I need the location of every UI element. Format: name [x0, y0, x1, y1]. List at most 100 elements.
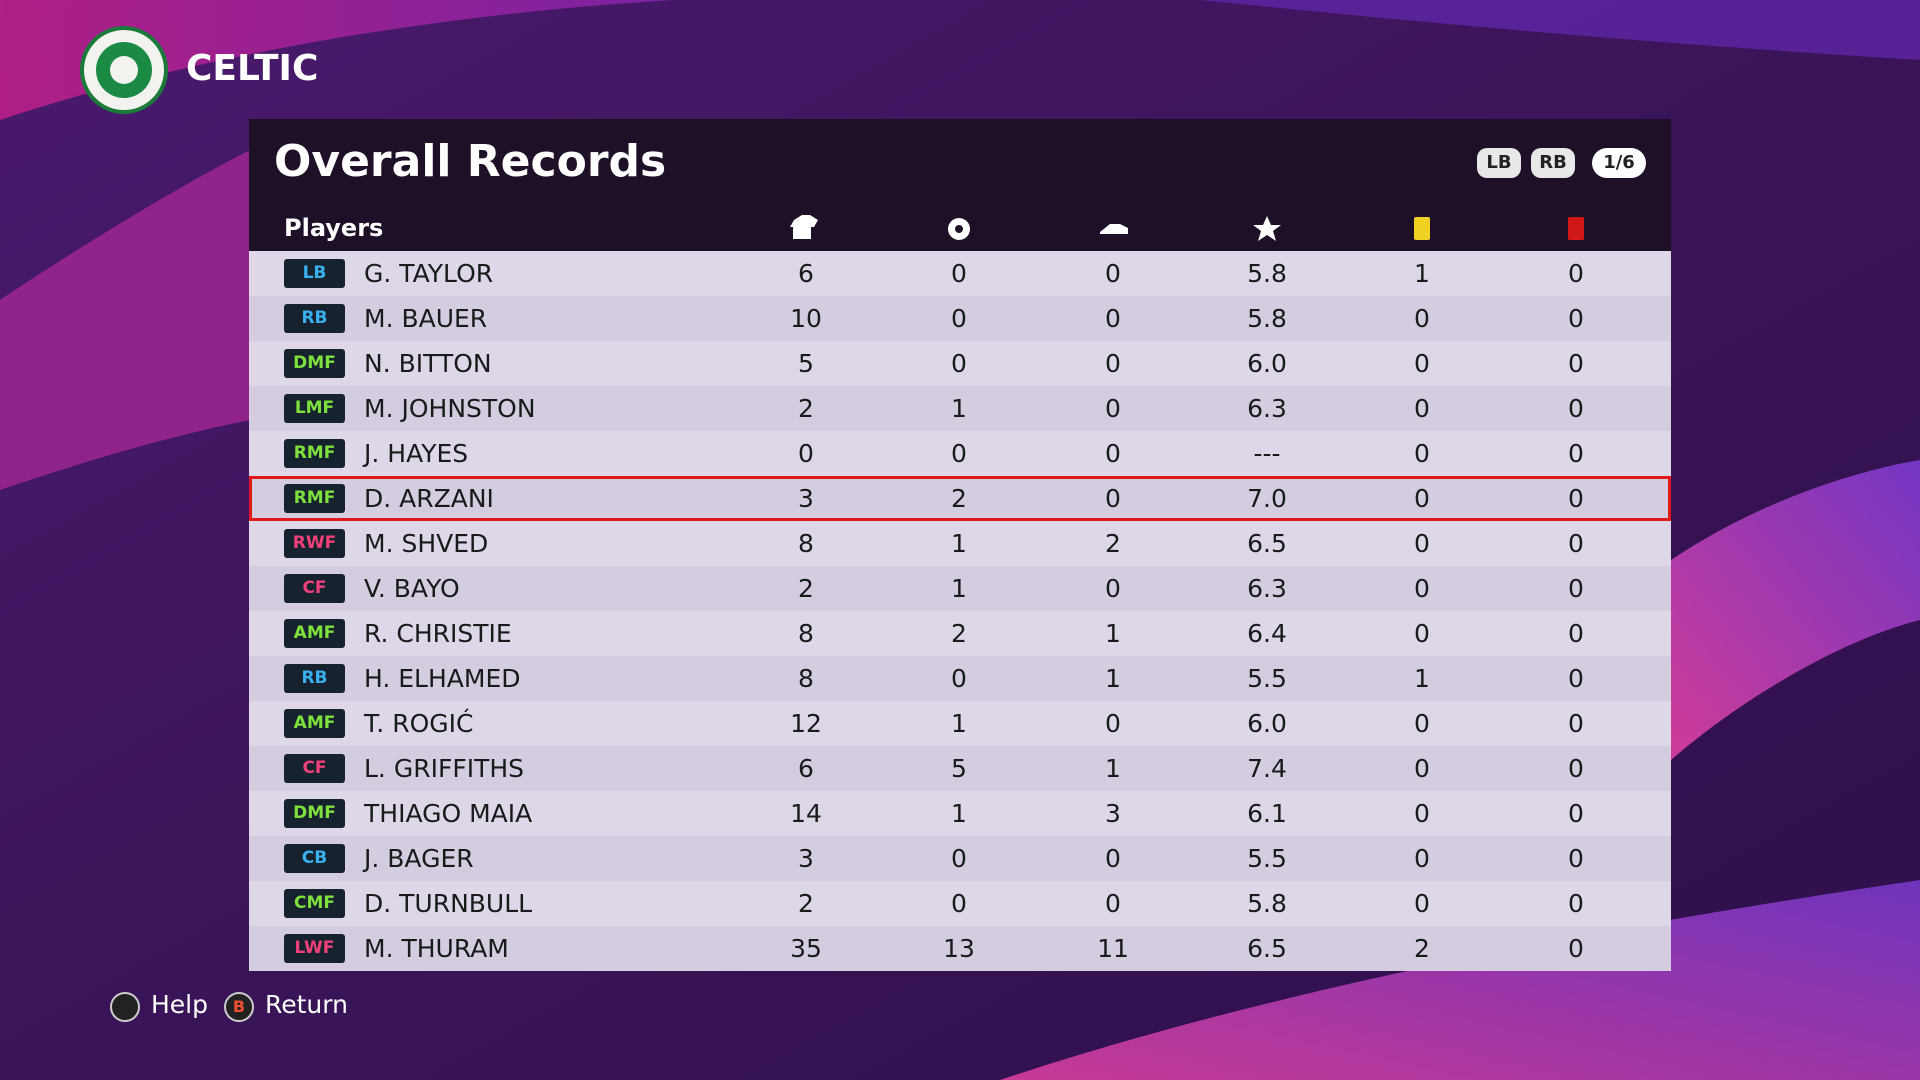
rating: 7.0: [1247, 484, 1287, 513]
player-name: H. ELHAMED: [364, 664, 521, 693]
player-row[interactable]: RMF J. HAYES 0 0 0 --- 0 0: [249, 431, 1671, 476]
assists: 3: [1105, 799, 1121, 828]
yellow-cards: 0: [1414, 484, 1430, 513]
position-badge: RMF: [284, 484, 345, 513]
player-row[interactable]: DMF THIAGO MAIA 14 1 3 6.1 0 0: [249, 791, 1671, 836]
return-key[interactable]: B: [224, 992, 254, 1022]
assists: 0: [1105, 304, 1121, 333]
position-badge: DMF: [284, 349, 345, 378]
player-row[interactable]: RWF M. SHVED 8 1 2 6.5 0 0: [249, 521, 1671, 566]
player-row[interactable]: CF V. BAYO 2 1 0 6.3 0 0: [249, 566, 1671, 611]
assists: 0: [1105, 709, 1121, 738]
appearances: 14: [790, 799, 822, 828]
player-row[interactable]: LB G. TAYLOR 6 0 0 5.8 1 0: [249, 251, 1671, 296]
red-cards: 0: [1568, 934, 1584, 963]
red-cards: 0: [1568, 349, 1584, 378]
player-name: M. THURAM: [364, 934, 509, 963]
player-row[interactable]: RB M. BAUER 10 0 0 5.8 0 0: [249, 296, 1671, 341]
red-cards: 0: [1568, 754, 1584, 783]
appearances: 12: [790, 709, 822, 738]
goals: 1: [951, 529, 967, 558]
goals: 0: [951, 304, 967, 333]
appearances: 6: [798, 754, 814, 783]
player-name: M. BAUER: [364, 304, 488, 333]
yellow-cards: 0: [1414, 709, 1430, 738]
player-name: J. BAGER: [364, 844, 474, 873]
position-badge: LMF: [284, 394, 345, 423]
player-row[interactable]: LMF M. JOHNSTON 2 1 0 6.3 0 0: [249, 386, 1671, 431]
players-header: Players: [284, 214, 384, 242]
team-name: CELTIC: [186, 48, 319, 89]
red-cards: 0: [1568, 394, 1584, 423]
assists: 11: [1097, 934, 1129, 963]
rating: 6.3: [1247, 574, 1287, 603]
yellow-cards: 0: [1414, 619, 1430, 648]
player-row[interactable]: RMF D. ARZANI 3 2 0 7.0 0 0: [249, 476, 1671, 521]
player-name: J. HAYES: [364, 439, 469, 468]
assists: 0: [1105, 259, 1121, 288]
player-row[interactable]: RB H. ELHAMED 8 0 1 5.5 1 0: [249, 656, 1671, 701]
player-row[interactable]: CMF D. TURNBULL 2 0 0 5.8 0 0: [249, 881, 1671, 926]
red-cards: 0: [1568, 529, 1584, 558]
player-row[interactable]: AMF R. CHRISTIE 8 2 1 6.4 0 0: [249, 611, 1671, 656]
red-cards: 0: [1568, 259, 1584, 288]
goals: 1: [951, 799, 967, 828]
help-key[interactable]: [110, 992, 140, 1022]
player-row[interactable]: LWF M. THURAM 35 13 11 6.5 2 0: [249, 926, 1671, 971]
position-badge: AMF: [284, 709, 345, 738]
rating: 5.5: [1247, 664, 1287, 693]
yellow-cards: 2: [1414, 934, 1430, 963]
player-name: L. GRIFFITHS: [364, 754, 525, 783]
red-cards: 0: [1568, 484, 1584, 513]
position-badge: AMF: [284, 619, 345, 648]
appearances: 2: [798, 394, 814, 423]
appearances: 5: [798, 349, 814, 378]
help-label[interactable]: Help: [151, 990, 208, 1019]
yellow-cards: 0: [1414, 529, 1430, 558]
player-row[interactable]: CB J. BAGER 3 0 0 5.5 0 0: [249, 836, 1671, 881]
position-badge: RB: [284, 304, 345, 333]
rb-button[interactable]: RB: [1531, 148, 1575, 178]
player-name: M. SHVED: [364, 529, 489, 558]
appearances: 2: [798, 574, 814, 603]
goals: 2: [951, 619, 967, 648]
position-badge: LB: [284, 259, 345, 288]
yellow-cards: 0: [1414, 439, 1430, 468]
red-cards: 0: [1568, 664, 1584, 693]
red-cards: 0: [1568, 844, 1584, 873]
goals: 2: [951, 484, 967, 513]
return-label[interactable]: Return: [265, 990, 348, 1019]
lb-button[interactable]: LB: [1477, 148, 1521, 178]
position-badge: CB: [284, 844, 345, 873]
player-row[interactable]: AMF T. ROGIĆ 12 1 0 6.0 0 0: [249, 701, 1671, 746]
yellow-cards: 0: [1414, 889, 1430, 918]
player-name: M. JOHNSTON: [364, 394, 536, 423]
assists: 0: [1105, 889, 1121, 918]
goals: 0: [951, 439, 967, 468]
rating: 5.8: [1247, 259, 1287, 288]
goals: 0: [951, 664, 967, 693]
appearances: 0: [798, 439, 814, 468]
red-cards: 0: [1568, 799, 1584, 828]
appearances: 35: [790, 934, 822, 963]
player-row[interactable]: DMF N. BITTON 5 0 0 6.0 0 0: [249, 341, 1671, 386]
rating: 6.0: [1247, 709, 1287, 738]
player-name: D. ARZANI: [364, 484, 494, 513]
yellow-cards: 0: [1414, 799, 1430, 828]
appearances: 8: [798, 529, 814, 558]
red-cards: 0: [1568, 574, 1584, 603]
yellow-cards: 0: [1414, 349, 1430, 378]
goals: 0: [951, 889, 967, 918]
player-row[interactable]: CF L. GRIFFITHS 6 5 1 7.4 0 0: [249, 746, 1671, 791]
goals: 1: [951, 394, 967, 423]
appearances: 2: [798, 889, 814, 918]
assists: 0: [1105, 439, 1121, 468]
assists: 0: [1105, 349, 1121, 378]
yellow-cards: 1: [1414, 664, 1430, 693]
player-name: N. BITTON: [364, 349, 492, 378]
rating: 5.8: [1247, 304, 1287, 333]
position-badge: RB: [284, 664, 345, 693]
player-name: G. TAYLOR: [364, 259, 494, 288]
appearances: 8: [798, 619, 814, 648]
red-cards: 0: [1568, 709, 1584, 738]
